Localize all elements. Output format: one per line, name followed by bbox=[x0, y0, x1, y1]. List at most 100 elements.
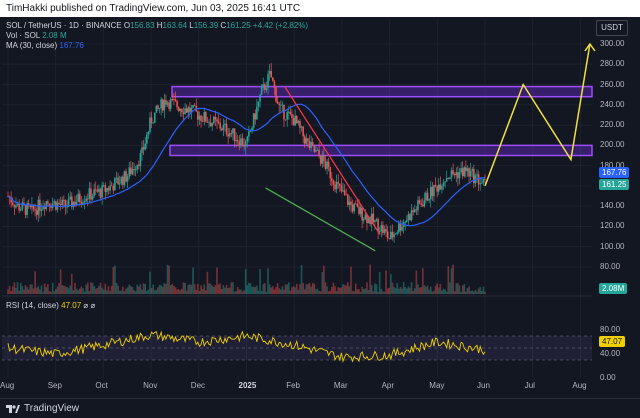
candle-body bbox=[303, 136, 306, 144]
candle-body bbox=[391, 231, 394, 238]
candle-body bbox=[437, 184, 440, 192]
candle-body bbox=[37, 199, 40, 215]
candle-body bbox=[404, 221, 407, 223]
candle-body bbox=[428, 199, 430, 201]
time-axis-label: Jun bbox=[477, 381, 490, 390]
volume-bar bbox=[252, 286, 255, 294]
volume-bar bbox=[289, 290, 292, 294]
volume-bar bbox=[176, 289, 178, 294]
volume-bar bbox=[18, 290, 20, 294]
volume-bar bbox=[86, 282, 89, 294]
volume-bar bbox=[429, 286, 432, 294]
candle-body bbox=[287, 111, 290, 113]
volume-bar bbox=[201, 288, 204, 294]
candle-body bbox=[157, 105, 159, 109]
volume-bar bbox=[444, 289, 446, 294]
candle-body bbox=[251, 127, 253, 131]
volume-bar bbox=[396, 282, 399, 294]
candle-body bbox=[370, 213, 373, 224]
candle-body bbox=[184, 108, 186, 114]
volume-bar bbox=[64, 286, 67, 294]
candle-body bbox=[318, 150, 320, 157]
candle-body bbox=[390, 231, 392, 240]
candle-body bbox=[367, 217, 370, 224]
candle-body bbox=[211, 123, 214, 127]
candle-body bbox=[75, 201, 78, 205]
volume-bar bbox=[208, 283, 210, 294]
volume-bar bbox=[393, 286, 395, 294]
volume-bar bbox=[236, 287, 239, 294]
volume-bar bbox=[43, 283, 46, 294]
volume-bar bbox=[361, 286, 363, 294]
candle-body bbox=[300, 126, 303, 128]
volume-bar bbox=[212, 286, 215, 294]
volume-bar bbox=[59, 269, 62, 294]
candle-body bbox=[466, 168, 469, 172]
volume-bar bbox=[217, 284, 220, 294]
candle-body bbox=[139, 153, 142, 167]
volume-bar bbox=[421, 268, 424, 294]
volume-bar bbox=[220, 289, 223, 294]
candle-body bbox=[181, 108, 183, 113]
candle-body bbox=[26, 203, 28, 215]
currency-button[interactable]: USDT bbox=[596, 20, 628, 36]
candle-body bbox=[158, 108, 161, 109]
volume-bar bbox=[98, 285, 100, 294]
candle-body bbox=[240, 138, 242, 147]
legend-symbol[interactable]: SOL / TetherUS · 1D · BINANCE bbox=[6, 21, 122, 30]
volume-bar bbox=[359, 291, 362, 294]
candle-body bbox=[144, 143, 146, 150]
candle-body bbox=[72, 201, 75, 207]
candle-body bbox=[74, 201, 76, 205]
volume-bar bbox=[181, 288, 183, 294]
candle-body bbox=[415, 209, 418, 211]
volume-bar bbox=[26, 287, 28, 294]
volume-bar bbox=[71, 273, 73, 294]
volume-bar bbox=[449, 282, 451, 294]
candle-body bbox=[193, 105, 196, 106]
candle-body bbox=[401, 227, 403, 231]
candle-body bbox=[364, 214, 367, 220]
volume-bar bbox=[268, 284, 271, 294]
candle-body bbox=[329, 167, 332, 179]
volume-bar bbox=[276, 283, 279, 294]
time-axis-label: Feb bbox=[286, 381, 300, 390]
volume-bar bbox=[318, 290, 320, 294]
candle-body bbox=[319, 156, 322, 164]
legend-l-label: L bbox=[189, 21, 194, 30]
volume-bar bbox=[299, 283, 301, 294]
candle-body bbox=[439, 184, 442, 190]
volume-bar bbox=[292, 286, 295, 294]
candle-body bbox=[356, 203, 359, 207]
candle-body bbox=[125, 171, 127, 182]
volume-bar bbox=[414, 288, 416, 294]
candle-body bbox=[134, 169, 137, 171]
candle-body bbox=[350, 201, 352, 205]
candle-body bbox=[141, 147, 143, 154]
price-axis-label: 220.00 bbox=[600, 120, 625, 130]
legend-ma-label[interactable]: MA (30, close) bbox=[6, 41, 58, 50]
candle-body bbox=[386, 231, 389, 238]
candle-body bbox=[473, 169, 475, 184]
volume-bar bbox=[163, 283, 166, 294]
candle-body bbox=[436, 186, 438, 192]
volume-bar bbox=[75, 288, 78, 294]
volume-bar bbox=[391, 282, 394, 294]
volume-bar bbox=[420, 287, 422, 294]
rsi-label[interactable]: RSI (14, close) bbox=[6, 301, 59, 310]
legend-vol-label[interactable]: Vol · SOL bbox=[6, 31, 40, 40]
volume-bar bbox=[329, 290, 332, 294]
price-axis-label: 200.00 bbox=[600, 140, 625, 150]
candle-body bbox=[412, 210, 415, 212]
candle-body bbox=[452, 170, 454, 174]
candle-body bbox=[361, 207, 363, 221]
volume-bar bbox=[315, 289, 317, 294]
price-axis-label: 280.00 bbox=[600, 59, 625, 69]
chart-area[interactable] bbox=[0, 17, 640, 398]
candle-body bbox=[327, 161, 330, 168]
volume-bar bbox=[375, 284, 378, 294]
volume-bar bbox=[283, 289, 285, 294]
tradingview-logo[interactable]: TradingView bbox=[6, 403, 79, 414]
candle-body bbox=[150, 117, 153, 124]
